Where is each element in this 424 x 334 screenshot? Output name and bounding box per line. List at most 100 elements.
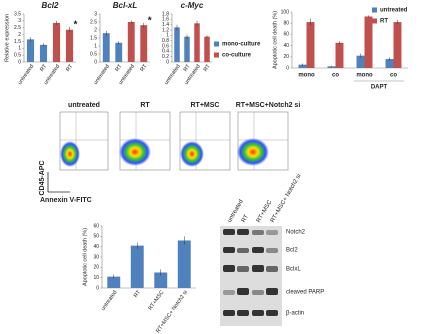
x-tick-label: untreated	[17, 64, 35, 86]
bar	[26, 39, 35, 62]
bar	[177, 240, 191, 288]
y-tick-label: 2.5	[14, 25, 21, 31]
bar	[140, 25, 148, 62]
bar	[298, 64, 307, 68]
y-tick-label: 0.6	[162, 43, 169, 49]
bar	[194, 23, 200, 62]
x-tick-label: co	[390, 73, 397, 79]
x-tick-label: RT	[39, 63, 48, 73]
y-tick-label: 0	[286, 65, 289, 71]
y-tick-label: 1.8	[162, 11, 169, 17]
x-tick-label: untreated	[164, 64, 182, 86]
y-tick-label: 80	[283, 21, 289, 27]
bar	[127, 22, 135, 62]
y-tick-label: 1.4	[162, 22, 169, 28]
x-tick-label: mono	[356, 73, 373, 79]
y-tick-label: 0.4	[162, 49, 169, 55]
flow-y-label: CD45-APC	[39, 160, 46, 195]
western-blot: untreated RT RT+MSC RT+MSC+ Notch2 si No…	[220, 173, 324, 326]
bar	[154, 272, 168, 288]
chart-title: c-Myc	[181, 1, 204, 10]
y-tick-label: 0.5	[14, 52, 21, 58]
y-tick-label: 20	[283, 54, 289, 60]
bar	[306, 22, 315, 68]
flow-x-label: Annexin V-FITC	[40, 197, 92, 204]
y-axis-label: Relative expression	[4, 14, 10, 62]
y-tick-label: 0.5	[90, 51, 97, 57]
bar	[356, 55, 365, 68]
y-tick-label: 100	[281, 9, 290, 15]
legend-swatch	[214, 41, 219, 47]
bar	[335, 42, 344, 68]
x-tick-label: RT	[203, 63, 212, 73]
bar	[184, 36, 190, 62]
y-tick-label: 3	[94, 11, 97, 17]
y-tick-label: 50	[93, 234, 99, 240]
y-tick-label: 0	[166, 59, 169, 65]
y-tick-label: 3	[18, 18, 21, 24]
y-tick-label: 2	[94, 27, 97, 33]
legend-label: RT	[380, 19, 388, 25]
y-tick-label: 1.6	[162, 17, 169, 23]
y-tick-label: 40	[283, 43, 289, 49]
bar	[39, 44, 48, 62]
y-tick-label: 1.5	[14, 39, 21, 45]
y-tick-label: 60	[283, 32, 289, 38]
bar	[364, 16, 373, 68]
chart-title: Bcl2	[42, 1, 59, 10]
annotation: *	[74, 20, 78, 31]
legend-label: untreated	[380, 8, 408, 14]
bar	[52, 22, 61, 63]
y-tick-label: 60	[93, 223, 99, 229]
y-tick-label: 1.2	[162, 27, 169, 33]
x-tick-label: RT	[133, 289, 142, 299]
chart-title: Bcl-xL	[113, 1, 138, 10]
bar	[130, 245, 144, 288]
y-tick-label: 0	[18, 59, 21, 65]
flow-panel	[179, 111, 231, 171]
bar	[65, 29, 74, 62]
blot-row-label: Bcl2	[286, 248, 298, 254]
bar	[385, 59, 394, 68]
flow-panels: untreated RT RT+MSC RT+MSC+Notch2 si CD4…	[39, 102, 300, 204]
flow-title: RT+MSC+Notch2 si	[236, 102, 301, 109]
legend-label: co-culture	[222, 53, 252, 59]
bar	[327, 66, 336, 68]
bar	[174, 27, 180, 62]
blot-row-label: BclxL	[286, 267, 301, 273]
legend-swatch	[372, 18, 377, 24]
x-tick-label: untreated	[93, 64, 111, 86]
y-tick-label: 1	[166, 33, 169, 39]
y-tick-label: 1	[18, 46, 21, 52]
y-axis-label: Apoptotic cell death (%)	[82, 228, 88, 286]
legend-swatch	[214, 52, 219, 58]
x-tick-label: RT	[140, 63, 149, 73]
x-tick-label: untreated	[100, 290, 118, 312]
y-tick-label: 0.8	[162, 38, 169, 44]
flow-panel	[237, 111, 289, 171]
flow-panel	[59, 111, 109, 171]
bar	[115, 42, 123, 62]
y-tick-label: 3.5	[14, 11, 21, 17]
y-tick-label: 20	[93, 265, 99, 271]
y-tick-label: 0	[96, 285, 99, 291]
y-tick-label: 40	[93, 244, 99, 250]
y-tick-label: 2	[18, 32, 21, 38]
y-tick-label: 1	[94, 43, 97, 49]
y-tick-label: 1.5	[90, 35, 97, 41]
y-axis-label: Apoptotic cell death (%)	[272, 11, 278, 69]
bar	[107, 276, 121, 288]
y-tick-label: 0	[94, 59, 97, 65]
legend-swatch	[372, 7, 377, 13]
lane-label: RT+MSC+ Notch2 si	[270, 173, 303, 224]
y-tick-label: 0.2	[162, 54, 169, 60]
y-tick-label: 30	[93, 254, 99, 260]
flow-title: untreated	[68, 102, 100, 109]
group-label: DAPT	[371, 85, 388, 91]
bar	[393, 22, 402, 68]
x-tick-label: co	[332, 73, 339, 79]
blot-row-label: β-actin	[286, 311, 304, 317]
bar	[204, 36, 210, 62]
legend-label: mono-culture	[222, 42, 261, 48]
x-tick-label: RT	[65, 63, 74, 73]
